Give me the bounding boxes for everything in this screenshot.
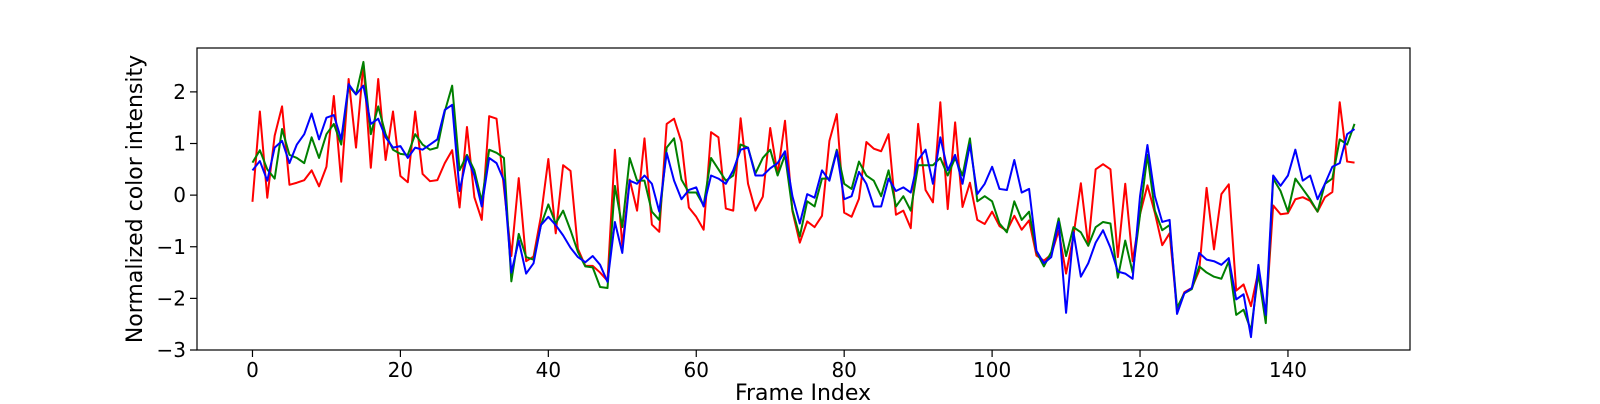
plot-frame: [196, 47, 1411, 351]
y-tick-label: 0: [173, 183, 186, 207]
x-tick-label: 20: [388, 358, 413, 382]
x-tick-label: 100: [973, 358, 1011, 382]
series-line-3: [251, 83, 1356, 339]
y-tick-label: −2: [157, 286, 186, 310]
x-tick-label: 140: [1269, 358, 1307, 382]
x-axis-label: Frame Index: [735, 381, 871, 400]
y-tick-label: 2: [173, 80, 186, 104]
y-axis: −3 −2 −1 0 1 2: [157, 80, 197, 362]
x-axis: 0 20 40 60 80 100 120 140: [246, 350, 1307, 382]
series-layer: [251, 60, 1356, 339]
y-tick-label: 1: [173, 132, 186, 156]
x-tick-label: 120: [1121, 358, 1159, 382]
y-axis-label: Normalized color intensity: [123, 55, 148, 343]
x-tick-label: 40: [536, 358, 561, 382]
x-tick-label: 0: [246, 358, 259, 382]
x-tick-label: 80: [831, 358, 856, 382]
y-tick-label: −3: [157, 338, 186, 362]
y-tick-label: −1: [157, 235, 186, 259]
x-tick-label: 60: [684, 358, 709, 382]
